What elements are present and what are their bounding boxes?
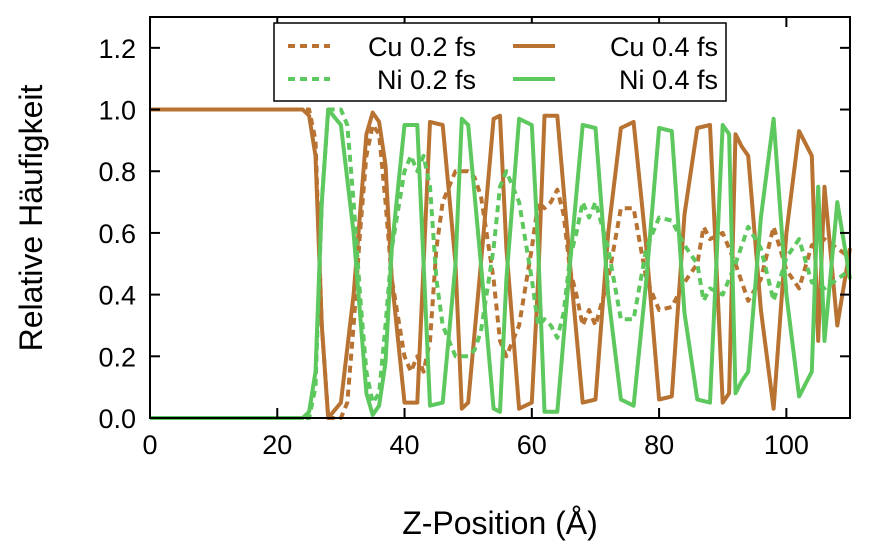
- y-tick-label: 0.0: [98, 404, 136, 434]
- series-line-cu-0-4-fs: [150, 107, 852, 420]
- legend: Cu 0.2 fs Cu 0.4 fs Ni 0.2 fs Ni 0.4 fs: [273, 22, 727, 102]
- y-tick-label: 0.2: [98, 342, 136, 372]
- x-tick-label: 80: [644, 430, 674, 460]
- x-axis-title: Z-Position (Å): [402, 505, 598, 541]
- y-tick-label: 1.0: [98, 96, 136, 126]
- x-tick-label: 0: [142, 430, 157, 460]
- series-layer: [150, 107, 852, 420]
- y-axis-title: Relative Häufigkeit: [13, 84, 49, 351]
- series-line-ni-0-4-fs: [150, 107, 852, 420]
- x-tick-label: 40: [390, 430, 420, 460]
- x-tick-label: 60: [517, 430, 547, 460]
- plot-frame: [149, 16, 851, 419]
- legend-label-cu-0-4-fs: Cu 0.4 fs: [610, 32, 718, 62]
- x-tick-label: 20: [262, 430, 292, 460]
- legend-label-ni-0-4-fs: Ni 0.4 fs: [619, 65, 718, 95]
- legend-box: [273, 22, 727, 102]
- x-tick-label: 100: [764, 430, 809, 460]
- y-tick-label: 1.2: [98, 34, 136, 64]
- y-tick-label: 0.4: [98, 281, 136, 311]
- y-tick-label: 0.8: [98, 157, 136, 187]
- legend-label-ni-0-2-fs: Ni 0.2 fs: [377, 65, 476, 95]
- series-line-ni-0-2-fs: [150, 107, 852, 420]
- y-tick-label: 0.6: [98, 219, 136, 249]
- legend-label-cu-0-2-fs: Cu 0.2 fs: [368, 32, 476, 62]
- ticks-layer: 0 20 40 60 80 100 0.0 0.2 0.4 0.6 0.8 1.0 1.2: [98, 17, 850, 460]
